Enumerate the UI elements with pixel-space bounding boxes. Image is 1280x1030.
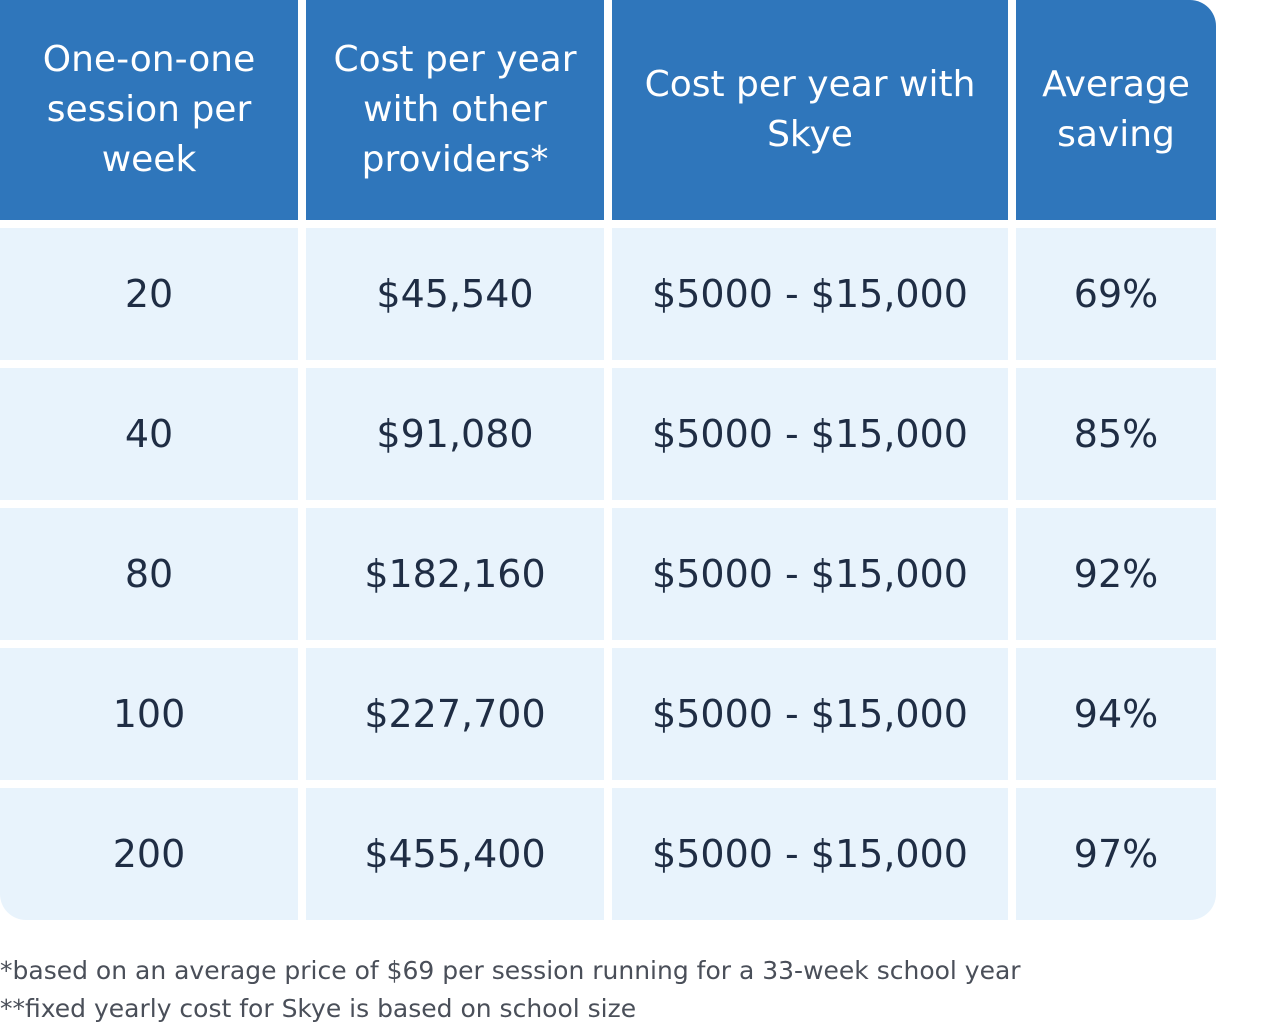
column-header: Cost per year with Skye	[612, 0, 1008, 220]
column-header: Cost per year with other providers*	[306, 0, 604, 220]
footnotes: *based on an average price of $69 per se…	[0, 952, 1270, 1028]
table-cell: 97%	[1016, 788, 1216, 920]
column-header: One-on-one session per week	[0, 0, 298, 220]
table-cell: $227,700	[306, 648, 604, 780]
table-cell: 69%	[1016, 228, 1216, 360]
table-cell: $455,400	[306, 788, 604, 920]
table-cell: 200	[0, 788, 298, 920]
column-header-label: Average saving	[1042, 64, 1190, 155]
table-cell: $5000 - $15,000	[612, 788, 1008, 920]
table-cell: $91,080	[306, 368, 604, 500]
table-cell: $182,160	[306, 508, 604, 640]
column-header-label: Cost per year with other providers*	[333, 39, 577, 180]
table-cell: 92%	[1016, 508, 1216, 640]
table-cell: 80	[0, 508, 298, 640]
column-header-label: Cost per year with Skye	[644, 64, 976, 155]
column-header-label: One-on-one session per week	[42, 39, 256, 180]
footnote-1: *based on an average price of $69 per se…	[0, 956, 1021, 985]
footnote-2: **fixed yearly cost for Skye is based on…	[0, 994, 637, 1023]
table-cell: 20	[0, 228, 298, 360]
column-header: Average saving	[1016, 0, 1216, 220]
table-cell: $5000 - $15,000	[612, 508, 1008, 640]
table-cell: 94%	[1016, 648, 1216, 780]
table-cell: 85%	[1016, 368, 1216, 500]
table-cell: $5000 - $15,000	[612, 368, 1008, 500]
table-cell: $5000 - $15,000	[612, 228, 1008, 360]
table-cell: $45,540	[306, 228, 604, 360]
pricing-table: One-on-one session per week Cost per year…	[0, 0, 1216, 920]
table-cell: $5000 - $15,000	[612, 648, 1008, 780]
table-cell: 100	[0, 648, 298, 780]
table-cell: 40	[0, 368, 298, 500]
